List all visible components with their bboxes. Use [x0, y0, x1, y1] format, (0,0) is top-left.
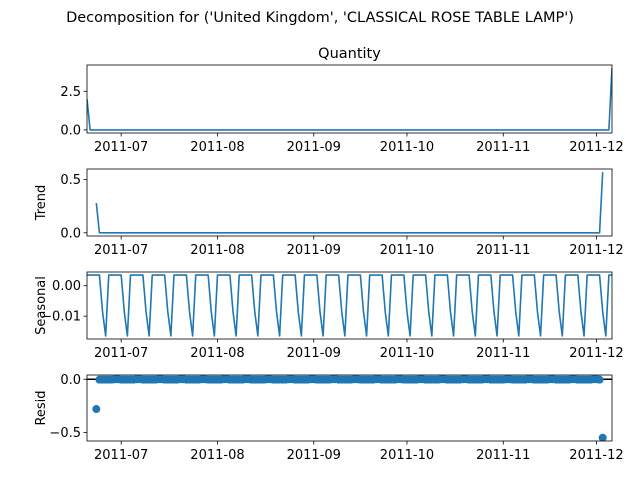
x-tick-label: 2011-07 — [94, 346, 148, 361]
trend-data — [95, 172, 604, 234]
x-tick-label: 2011-08 — [190, 346, 244, 361]
x-tick-label: 2011-10 — [380, 243, 434, 258]
resid-outlier-point — [92, 405, 101, 414]
resid-axes-frame — [86, 374, 613, 442]
seasonal-panel: 0.00 −0.01 2011-07 2011-08 2011-09 2011-10 201… — [34, 271, 624, 361]
x-tick-label: 2011-09 — [287, 243, 341, 258]
resid-point — [595, 375, 604, 384]
x-tick-label: 2011-10 — [380, 140, 434, 155]
x-tick-label: 2011-12 — [569, 346, 623, 361]
x-tick-label: 2011-11 — [476, 448, 530, 463]
seasonal-axes-frame — [86, 271, 613, 340]
x-tick-label: 2011-11 — [476, 346, 530, 361]
y-tick-label: 2.5 — [60, 85, 81, 100]
x-tick-label: 2011-08 — [190, 448, 244, 463]
quantity-axes-frame — [86, 64, 613, 134]
y-tick-label: 0.0 — [60, 226, 81, 241]
x-tick-label: 2011-12 — [569, 243, 623, 258]
trend-axes-frame — [86, 168, 613, 237]
x-tick-label: 2011-12 — [569, 448, 623, 463]
y-tick-label: 0.0 — [60, 123, 81, 138]
trend-panel: 0.0 0.5 2011-07 2011-08 2011-09 2011-10 2011-1… — [34, 168, 624, 258]
y-tick-label: −0.01 — [41, 310, 81, 325]
resid-outlier-point — [598, 433, 607, 441]
x-tick-label: 2011-12 — [569, 140, 623, 155]
seasonal-data — [87, 274, 612, 337]
x-tick-label: 2011-07 — [94, 448, 148, 463]
x-tick-label: 2011-07 — [94, 140, 148, 155]
y-tick-label: 0.0 — [60, 373, 81, 388]
seasonal-series-line — [87, 274, 612, 337]
y-tick-label: 0.5 — [60, 173, 81, 188]
resid-panel: 0.0 −0.5 2011-07 2011-08 2011-09 2011-10 2011-… — [34, 373, 624, 463]
resid-ylabel: Resid — [34, 390, 49, 425]
figure-suptitle: Decomposition for ('United Kingdom', 'CL… — [66, 10, 574, 26]
quantity-data — [87, 68, 612, 131]
quantity-panel: 0.0 2.5 2011-07 2011-08 2011-09 2011-10 2011-1… — [60, 46, 623, 155]
x-tick-label: 2011-09 — [287, 346, 341, 361]
x-tick-label: 2011-08 — [190, 243, 244, 258]
x-tick-label: 2011-07 — [94, 243, 148, 258]
trend-series-line — [95, 172, 604, 234]
x-tick-label: 2011-08 — [190, 140, 244, 155]
x-tick-label: 2011-11 — [476, 243, 530, 258]
y-tick-label: −0.5 — [49, 426, 81, 441]
quantity-title: Quantity — [318, 46, 381, 62]
x-tick-label: 2011-11 — [476, 140, 530, 155]
y-tick-label: 0.00 — [52, 279, 81, 294]
seasonal-ylabel: Seasonal — [34, 276, 49, 335]
x-tick-label: 2011-10 — [380, 346, 434, 361]
x-tick-label: 2011-09 — [287, 140, 341, 155]
quantity-series-line — [87, 68, 612, 131]
trend-ylabel: Trend — [34, 185, 49, 222]
x-tick-label: 2011-09 — [287, 448, 341, 463]
x-tick-label: 2011-10 — [380, 448, 434, 463]
resid-data — [87, 375, 612, 441]
